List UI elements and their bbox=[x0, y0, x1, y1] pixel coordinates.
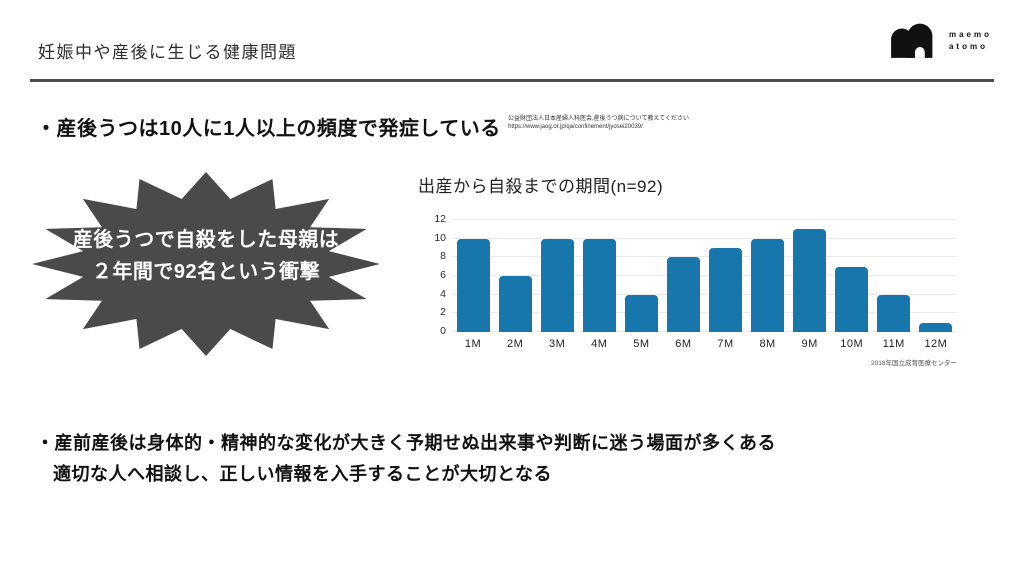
y-tick-label: 2 bbox=[440, 306, 446, 319]
x-tick-label-9M: 9M bbox=[801, 338, 818, 350]
bar-3M bbox=[540, 238, 574, 332]
x-tick-label-6M: 6M bbox=[675, 338, 692, 350]
bar-slot-1M: 1M bbox=[452, 220, 494, 350]
bar-slot-12M: 12M bbox=[915, 220, 957, 350]
y-tick-label: 0 bbox=[440, 325, 446, 337]
x-tick-label-11M: 11M bbox=[882, 338, 905, 350]
bar-slot-6M: 6M bbox=[662, 220, 704, 350]
bar-slot-10M: 10M bbox=[831, 220, 873, 350]
gridline-y6 bbox=[452, 275, 957, 276]
y-tick-label: 8 bbox=[440, 250, 446, 263]
bar-slot-8M: 8M bbox=[747, 220, 789, 350]
bar-4M bbox=[582, 238, 616, 332]
x-tick-label-4M: 4M bbox=[591, 338, 608, 350]
brand-wordmark-line2: atomo bbox=[948, 41, 988, 51]
bar-8M bbox=[751, 238, 785, 332]
starburst-line2: ２年間で92名という衝撃 bbox=[91, 261, 321, 283]
bullet-postpartum-depression: ・産後うつは10人に1人以上の頻度で発症している bbox=[36, 118, 501, 140]
x-tick-label-1M: 1M bbox=[464, 338, 482, 350]
gridline-y4 bbox=[452, 293, 957, 295]
bar-2M bbox=[498, 276, 532, 332]
bar-slot-11M: 11M bbox=[873, 220, 915, 350]
maemo-atomo-logo-icon bbox=[891, 23, 933, 58]
bar-slot-5M: 5M bbox=[620, 220, 662, 350]
bar-11M bbox=[877, 294, 911, 332]
brand-wordmark: maemo atomo bbox=[949, 29, 992, 53]
citation-source-line: 公益財団法人日本産婦人科医会,産後うつ病について教えてください bbox=[508, 116, 690, 122]
x-tick-label-3M: 3M bbox=[549, 338, 566, 350]
bullet-advice-line2: 適切な人へ相談し、正しい情報を入手することが大切となる bbox=[53, 464, 552, 484]
citation-note: 公益財団法人日本産婦人科医会,産後うつ病について教えてください https://… bbox=[508, 115, 689, 131]
bar-slot-4M: 4M bbox=[578, 220, 620, 350]
citation-url: https://www.jaog.or.jp/qa/confinement/jy… bbox=[508, 124, 643, 130]
bar-6M bbox=[666, 257, 700, 332]
x-tick-label-8M: 8M bbox=[759, 338, 776, 350]
gridline-y2 bbox=[452, 312, 957, 314]
bullet-advice-line1: ・産前産後は身体的・精神的な変化が大きく予期せぬ出来事や判断に迷う場面が多くある bbox=[36, 433, 776, 453]
gridline-y8 bbox=[452, 256, 957, 258]
y-tick-label: 10 bbox=[434, 231, 446, 244]
header-divider bbox=[30, 79, 994, 82]
y-tick-label: 4 bbox=[440, 287, 446, 300]
x-tick-label-7M: 7M bbox=[717, 338, 734, 350]
brand-logo: maemo atomo bbox=[890, 22, 992, 59]
bar-chart-plot: 0 2 4 6 8 10 12 1M 2M 3M 4M 5M 6M 7M 8M 9M 10M 11M 12M bbox=[434, 213, 957, 350]
x-tick-label-12M: 12M bbox=[924, 338, 948, 350]
starburst-line1: 産後うつで自殺をした母親は bbox=[72, 229, 340, 251]
page-title: 妊娠中や産後に生じる健康問題 bbox=[38, 43, 297, 62]
chart-source-note: 2018年国立成育医療センター bbox=[871, 360, 957, 367]
starburst-callout: 産後うつで自殺をした母親は ２年間で92名という衝撃 bbox=[32, 172, 380, 356]
bar-7M bbox=[709, 248, 742, 332]
brand-wordmark-line1: maemo bbox=[948, 29, 992, 39]
bar-slot-9M: 9M bbox=[789, 220, 831, 350]
bar-9M bbox=[793, 229, 827, 332]
bar-1M bbox=[456, 238, 490, 332]
bar-slot-2M: 2M bbox=[494, 220, 536, 350]
gridline-y12 bbox=[452, 219, 957, 220]
bars-container: 1M 2M 3M 4M 5M 6M 7M 8M 9M 10M 11M 12M bbox=[452, 220, 957, 350]
x-tick-label-2M: 2M bbox=[506, 338, 524, 350]
bar-10M bbox=[835, 266, 869, 332]
x-tick-label-10M: 10M bbox=[840, 338, 864, 350]
y-tick-label: 12 bbox=[434, 213, 446, 225]
chart-title: 出産から自殺までの期間(n=92) bbox=[418, 177, 664, 196]
bar-5M bbox=[624, 294, 658, 332]
gridline-y10 bbox=[452, 237, 957, 239]
gridline-y0 bbox=[452, 331, 957, 332]
x-tick-label-5M: 5M bbox=[633, 338, 650, 350]
bar-12M bbox=[919, 322, 953, 332]
bar-slot-7M: 7M bbox=[704, 220, 746, 350]
bar-slot-3M: 3M bbox=[536, 220, 578, 350]
y-tick-label: 6 bbox=[440, 269, 446, 281]
bullet-advice: ・産前産後は身体的・精神的な変化が大きく予期せぬ出来事や判断に迷う場面が多くある… bbox=[36, 428, 776, 490]
